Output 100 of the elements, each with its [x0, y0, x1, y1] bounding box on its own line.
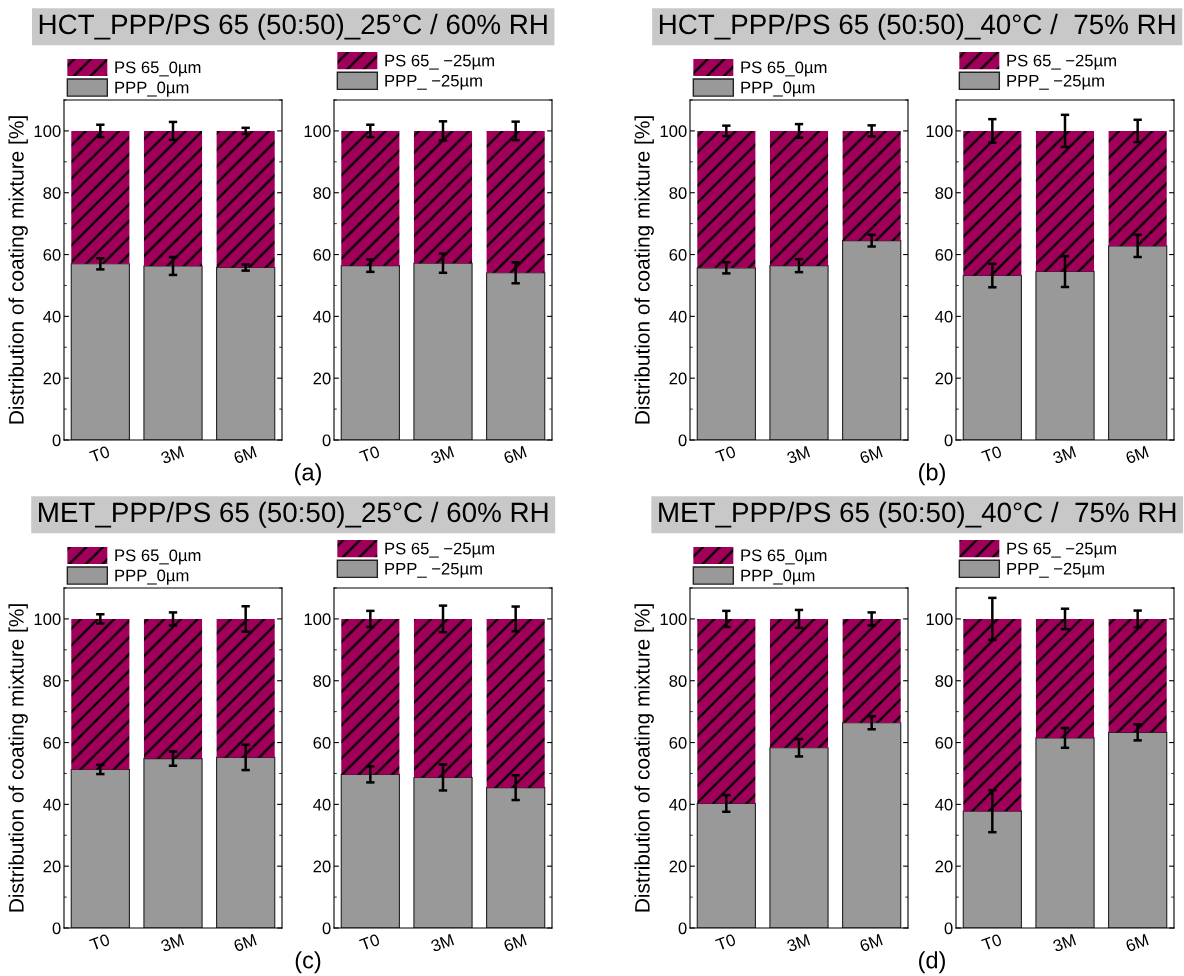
x-tick-label: 6M	[1125, 933, 1149, 952]
y-tick-label: 80	[935, 675, 953, 687]
x-tick-label: 3M	[160, 445, 185, 465]
y-axis-title: Distribution of coating mixture [%]	[634, 604, 654, 912]
x-tick-label: T0	[981, 445, 1003, 463]
y-tick-label: 60	[313, 736, 331, 749]
x-tick-label: T0	[89, 933, 111, 951]
x-tick-label: 6M	[503, 445, 527, 464]
chart-title: HCT_PPP/PS 65 (50:50)_40°C / 75% RH	[659, 13, 1175, 40]
y-tick-label: 20	[313, 860, 331, 873]
y-tick-label: 80	[313, 675, 331, 687]
bar	[486, 272, 546, 440]
bar	[697, 618, 756, 804]
bar	[842, 240, 902, 440]
bar	[216, 756, 276, 928]
y-tick-label: 0	[678, 922, 687, 935]
bar	[1035, 737, 1095, 928]
y-tick-label: 60	[669, 736, 687, 749]
bar	[341, 130, 400, 266]
y-tick-label: 40	[935, 310, 953, 323]
y-tick-label: 80	[935, 187, 953, 199]
y-tick-label: 40	[313, 310, 331, 323]
bar	[769, 618, 829, 748]
x-tick-label: 3M	[1052, 445, 1077, 465]
x-tick-label: T0	[359, 933, 381, 951]
bar	[413, 618, 473, 778]
legend-label: PS 65_0µm	[115, 61, 201, 77]
legend-label: PS 65_ −25µm	[1007, 54, 1116, 70]
y-axis-title: Distribution of coating mixture [%]	[634, 116, 654, 424]
bar	[696, 267, 756, 440]
bar	[413, 262, 473, 440]
x-tick-label: 6M	[859, 933, 883, 952]
bar	[70, 263, 130, 440]
x-tick-label: 6M	[503, 933, 527, 952]
y-tick-label: 100	[304, 613, 331, 626]
x-tick-label: 6M	[233, 933, 257, 952]
y-tick-label: 20	[313, 372, 331, 385]
bar	[341, 618, 400, 775]
y-tick-label: 0	[322, 922, 331, 935]
y-tick-label: 80	[669, 675, 687, 687]
y-tick-label: 60	[43, 248, 61, 261]
y-tick-label: 60	[935, 248, 953, 261]
bar	[963, 618, 1022, 812]
bar	[143, 618, 203, 759]
legend-label: PS 65_ −25µm	[1007, 542, 1116, 558]
bar	[1108, 130, 1167, 246]
y-axis-title: Distribution of coating mixture [%]	[8, 116, 28, 424]
bar	[842, 130, 901, 241]
y-tick-label: 0	[52, 922, 61, 935]
y-tick-label: 100	[660, 613, 687, 626]
y-axis-title: Distribution of coating mixture [%]	[8, 604, 28, 912]
y-tick-label: 80	[669, 187, 687, 199]
bar	[842, 722, 902, 928]
x-tick-label: 3M	[786, 445, 811, 465]
bar	[486, 787, 546, 928]
legend-label: PS 65_0µm	[741, 549, 827, 565]
bar	[71, 130, 130, 264]
bar	[1108, 245, 1168, 440]
bar	[486, 130, 545, 273]
bar	[697, 130, 756, 268]
y-tick-label: 100	[304, 125, 331, 138]
chart-title: HCT_PPP/PS 65 (50:50)_25°C / 60% RH	[39, 13, 547, 40]
x-tick-label: 3M	[786, 933, 811, 953]
bar	[769, 747, 829, 928]
bar	[143, 265, 203, 440]
x-tick-label: 6M	[859, 445, 883, 464]
bar	[486, 618, 545, 788]
bar	[216, 618, 275, 758]
bar	[1035, 618, 1095, 738]
bar	[1035, 130, 1095, 272]
y-tick-label: 0	[52, 434, 61, 447]
bar	[1108, 731, 1168, 928]
y-tick-label: 0	[944, 922, 953, 935]
bar	[143, 758, 203, 928]
bar	[1035, 270, 1095, 440]
bar	[340, 265, 400, 440]
y-tick-label: 80	[313, 187, 331, 199]
bar	[962, 275, 1022, 440]
y-tick-label: 60	[669, 248, 687, 261]
y-tick-label: 60	[935, 736, 953, 749]
legend-label: PPP_ −25µm	[1007, 74, 1104, 90]
bar	[71, 618, 130, 770]
legend-label: PPP_0µm	[115, 81, 189, 97]
legend-label: PPP_ −25µm	[385, 74, 482, 90]
y-tick-label: 20	[43, 860, 61, 873]
legend-label: PPP_ −25µm	[385, 562, 482, 578]
y-tick-label: 20	[935, 372, 953, 385]
x-tick-label: 3M	[1052, 933, 1077, 953]
y-tick-label: 40	[935, 798, 953, 811]
y-tick-label: 100	[926, 125, 953, 138]
x-tick-label: 3M	[430, 933, 455, 953]
y-tick-label: 60	[43, 736, 61, 749]
bar	[413, 776, 473, 928]
y-tick-label: 80	[43, 675, 61, 687]
legend-label: PPP_ −25µm	[1007, 562, 1104, 578]
y-tick-label: 0	[944, 434, 953, 447]
y-tick-label: 20	[43, 372, 61, 385]
legend-label: PS 65_0µm	[115, 549, 201, 565]
bar	[216, 130, 275, 268]
y-tick-label: 80	[43, 187, 61, 199]
